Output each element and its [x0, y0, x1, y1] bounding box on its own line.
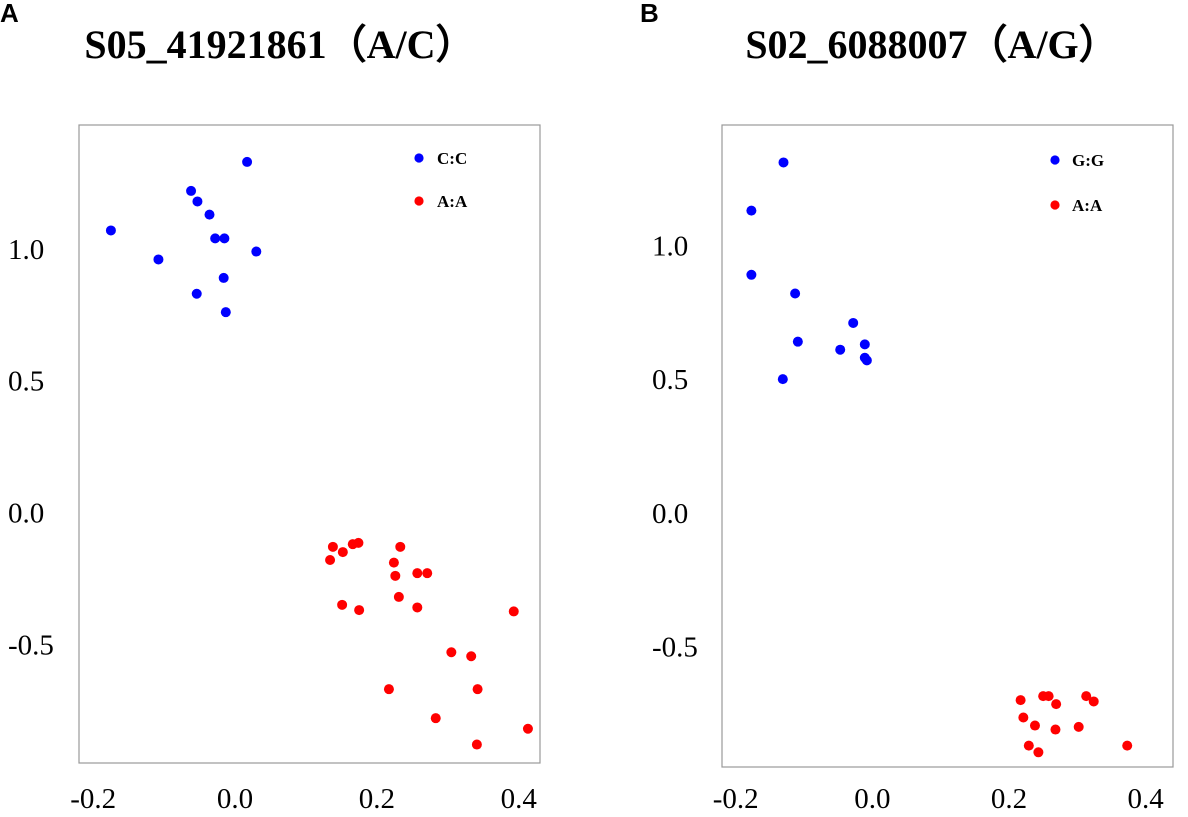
legend-marker-cc [414, 153, 424, 163]
panel-a-y-tick-label: 0.0 [8, 498, 44, 530]
legend-marker-aa [414, 196, 424, 206]
data-point-aa [1088, 696, 1099, 707]
panel-a-points [105, 156, 533, 750]
data-point-cc [186, 185, 197, 196]
data-point-cc [191, 288, 202, 299]
data-point-cc [105, 225, 116, 236]
data-point-cc [192, 196, 203, 207]
data-point-aa [337, 599, 348, 610]
panel-b-legend: G:G A:A [1050, 151, 1104, 215]
data-point-aa [422, 568, 433, 579]
data-point-cc [218, 272, 229, 283]
data-point-aa [395, 541, 406, 552]
data-point-cc [204, 209, 215, 220]
panel-a-x-tick-label: 0.4 [501, 783, 538, 815]
panel-b-plot-area [721, 124, 1174, 768]
panel-a-x-tick-label: -0.2 [70, 783, 116, 815]
data-point-aa [325, 555, 336, 565]
data-point-aa [1018, 712, 1029, 723]
data-point-aa [1043, 691, 1054, 702]
data-point-cc [251, 246, 262, 257]
data-point-aa [353, 537, 364, 548]
data-point-cc [242, 156, 253, 167]
panel-a-y-tick-label: 1.0 [8, 234, 44, 266]
panel-b-y-tick-label: 0.0 [652, 498, 688, 530]
panel-a-y-tick-label: 0.5 [8, 366, 44, 398]
legend-label-aa: A:A [1072, 196, 1103, 215]
data-point-aa [1050, 724, 1061, 735]
data-point-aa [508, 606, 519, 617]
data-point-aa [337, 547, 348, 558]
legend-label-cc: C:C [437, 149, 467, 168]
data-point-gg [835, 344, 846, 355]
data-point-cc [219, 233, 230, 244]
data-point-gg [790, 288, 801, 299]
data-point-aa [1081, 691, 1092, 702]
panel-a: A S05_41921861（A/C） -0.2 0.0 0.2 0.4 1.0… [0, 0, 541, 815]
data-point-aa [412, 568, 423, 579]
panel-b-y-tick-label: 0.5 [652, 364, 688, 396]
panel-b-x-tick-label: -0.2 [713, 783, 759, 815]
panel-a-x-tick-label: 0.0 [217, 783, 253, 815]
data-point-aa [1122, 740, 1133, 751]
data-point-aa [393, 591, 404, 602]
data-point-aa [412, 602, 423, 613]
data-point-aa [1073, 721, 1084, 732]
data-point-aa [471, 739, 482, 750]
legend-marker-gg [1050, 155, 1060, 165]
data-point-gg [848, 317, 859, 328]
legend-label-gg: G:G [1072, 151, 1104, 170]
data-point-aa [354, 605, 365, 616]
data-point-cc [210, 233, 221, 244]
data-point-gg [746, 205, 757, 216]
data-point-aa [383, 684, 394, 695]
panel-a-label: A [0, 0, 19, 28]
panel-b-x-tick-label: 0.0 [854, 783, 890, 815]
data-point-aa [466, 651, 477, 662]
data-point-aa [1029, 720, 1040, 731]
data-point-aa [388, 557, 399, 568]
panel-b-y-tick-label: 1.0 [652, 230, 688, 262]
panel-a-title: S05_41921861（A/C） [84, 22, 475, 67]
panel-a-legend: C:C A:A [414, 149, 468, 211]
data-point-aa [446, 647, 457, 658]
data-point-aa [522, 723, 533, 734]
panel-a-plot-area [78, 124, 541, 764]
data-point-gg [746, 269, 757, 280]
panel-b-x-tick-label: 0.2 [991, 783, 1027, 815]
data-point-gg [777, 374, 788, 385]
panel-b-label: B [640, 0, 659, 28]
data-point-gg [859, 339, 870, 350]
data-point-cc [153, 254, 164, 265]
data-point-aa [1015, 695, 1026, 706]
data-point-cc [220, 307, 231, 318]
panel-a-y-tick-label: -0.5 [8, 629, 54, 661]
data-point-aa [430, 713, 441, 724]
panel-a-x-tick-label: 0.2 [359, 783, 395, 815]
panel-b-points [746, 157, 1133, 758]
data-point-aa [1033, 747, 1044, 758]
data-point-aa [390, 570, 401, 581]
data-point-aa [472, 684, 483, 695]
data-point-gg [778, 157, 789, 168]
legend-marker-aa [1050, 200, 1060, 210]
data-point-aa [1023, 740, 1034, 751]
panel-b: B S02_6088007（A/G） -0.2 0.0 0.2 0.4 1.0 … [640, 0, 1174, 815]
legend-label-aa: A:A [437, 192, 468, 211]
data-point-gg [861, 355, 872, 366]
panel-b-y-tick-label: -0.5 [652, 632, 698, 664]
panel-b-title: S02_6088007（A/G） [745, 22, 1118, 67]
data-point-gg [792, 336, 803, 347]
data-point-aa [327, 541, 338, 552]
panel-b-x-tick-label: 0.4 [1128, 783, 1165, 815]
data-point-aa [1051, 699, 1062, 710]
